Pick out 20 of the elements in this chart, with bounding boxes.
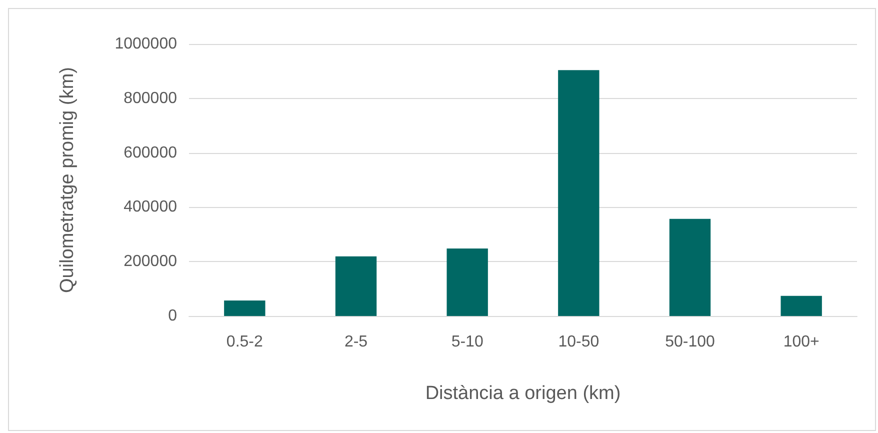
y-tick-label: 800000 xyxy=(124,90,178,107)
x-tick-label: 2-5 xyxy=(344,334,368,350)
y-tick-label: 600000 xyxy=(124,144,178,162)
y-tick-label: 0 xyxy=(168,308,178,324)
bar xyxy=(669,218,711,316)
bar xyxy=(558,70,600,316)
x-tick-label: 100+ xyxy=(783,334,820,350)
x-tick-label: 10-50 xyxy=(558,334,600,350)
y-tick-label: 1000000 xyxy=(114,36,178,52)
bar xyxy=(780,296,822,316)
bar xyxy=(446,248,488,316)
bar xyxy=(224,300,266,316)
y-tick-label: 400000 xyxy=(124,198,178,216)
x-tick-label: 0.5-2 xyxy=(226,334,264,350)
x-tick-label: 5-10 xyxy=(451,334,484,350)
y-axis-title: Quilometratge promig (km) xyxy=(57,67,78,293)
bar xyxy=(335,256,377,316)
x-tick-label: 50-100 xyxy=(665,334,716,350)
y-tick-label: 200000 xyxy=(124,253,178,270)
x-axis-title: Distància a origen (km) xyxy=(425,383,621,404)
